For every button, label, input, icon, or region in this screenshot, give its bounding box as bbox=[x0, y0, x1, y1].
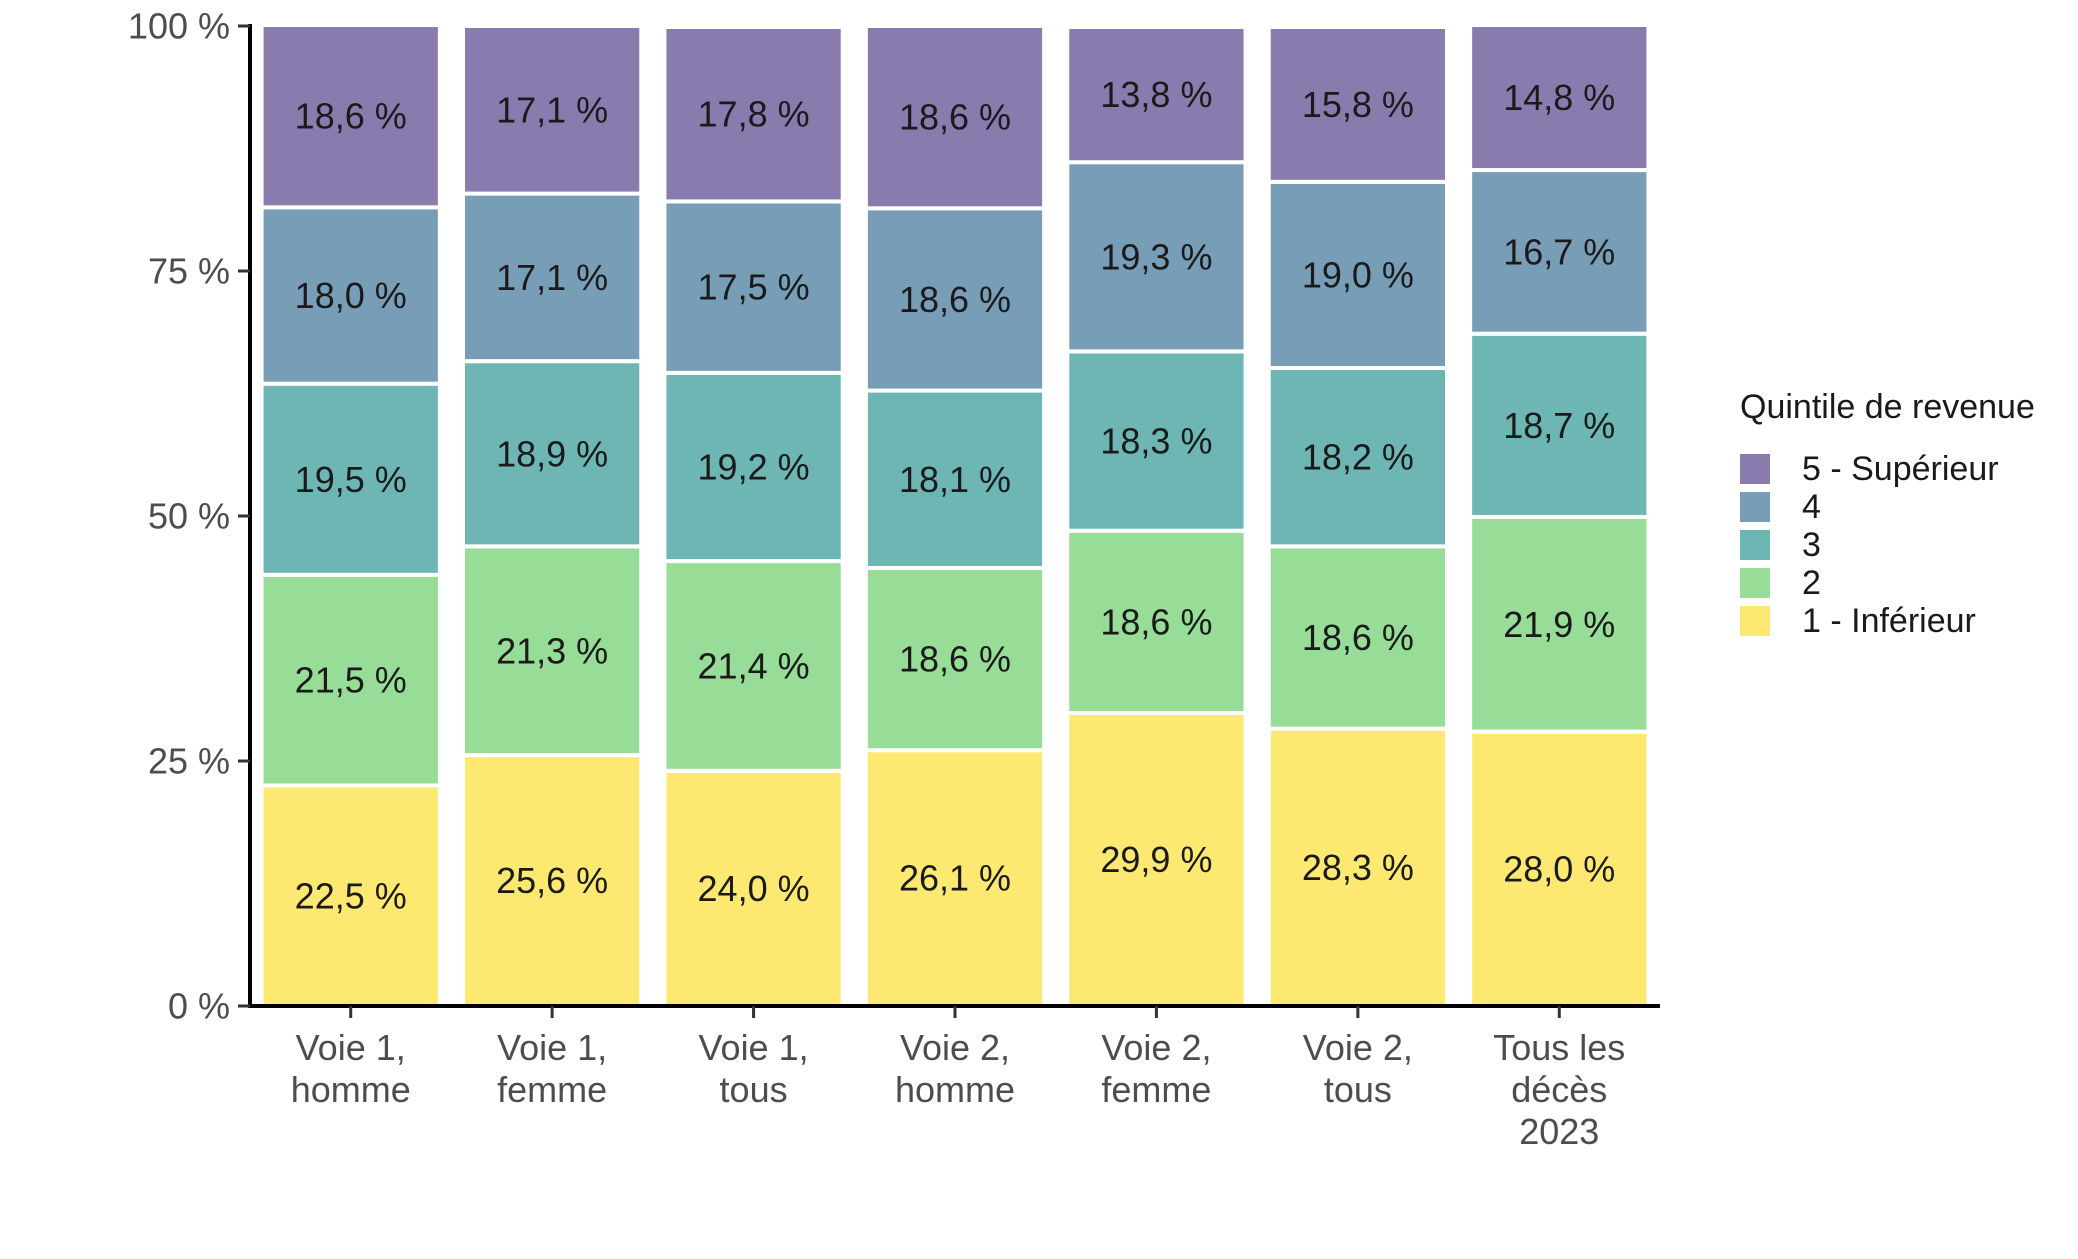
y-tick-label: 0 % bbox=[168, 986, 230, 1027]
x-tick-label: Voie 2, homme bbox=[895, 1027, 1015, 1110]
bar-value-label: 18,6 % bbox=[1100, 601, 1212, 642]
legend-label: 2 bbox=[1802, 564, 1821, 602]
bar-segment bbox=[1266, 366, 1449, 549]
bar-segment bbox=[863, 388, 1047, 570]
bar-segment bbox=[461, 191, 644, 364]
bar-value-label: 18,9 % bbox=[496, 433, 608, 474]
bar-value-label: 17,1 % bbox=[496, 89, 608, 130]
bar-value-label: 18,6 % bbox=[899, 279, 1011, 320]
x-tick-label: Tous les décès 2023 bbox=[1493, 1027, 1625, 1152]
bar-value-label: 18,6 % bbox=[295, 96, 407, 137]
bar-segment bbox=[863, 748, 1047, 1008]
legend-swatch bbox=[1740, 454, 1770, 484]
bar-segment bbox=[1065, 349, 1248, 533]
bar-segment bbox=[1266, 24, 1449, 184]
bar-value-label: 17,1 % bbox=[496, 257, 608, 298]
bar-value-label: 18,3 % bbox=[1100, 421, 1212, 462]
bar-value-label: 13,8 % bbox=[1100, 74, 1212, 115]
x-tick-label: Voie 1, tous bbox=[699, 1027, 809, 1110]
bar-segment bbox=[1468, 514, 1651, 734]
x-tick-label: Voie 1, femme bbox=[497, 1027, 607, 1110]
bar-value-label: 18,6 % bbox=[899, 97, 1011, 138]
bar-segment bbox=[259, 572, 442, 788]
bar-value-label: 21,9 % bbox=[1503, 604, 1615, 645]
bar-segment bbox=[662, 768, 845, 1008]
bar-segment bbox=[662, 370, 845, 564]
bar-value-label: 19,5 % bbox=[295, 459, 407, 500]
bar-segment bbox=[259, 23, 442, 210]
bar-value-label: 21,3 % bbox=[496, 630, 608, 671]
bar-segment bbox=[461, 359, 644, 549]
bar-value-label: 14,8 % bbox=[1503, 77, 1615, 118]
bar-segment bbox=[863, 206, 1047, 393]
bar-segment bbox=[461, 753, 644, 1008]
bar-value-label: 19,3 % bbox=[1100, 236, 1212, 277]
bar-value-label: 29,9 % bbox=[1100, 839, 1212, 880]
bar-segment bbox=[259, 205, 442, 386]
legend-label: 4 bbox=[1802, 488, 1821, 526]
x-tick-label: Voie 2, tous bbox=[1303, 1027, 1413, 1110]
bar-labels-layer: 22,5 % 21,5 % 19,5 % 18,0 % 18,6 % 25,6 % 21,3… bbox=[295, 74, 1616, 916]
bar-value-label: 18,7 % bbox=[1503, 405, 1615, 446]
y-tick-label: 75 % bbox=[148, 251, 230, 292]
legend-label: 5 - Supérieur bbox=[1802, 450, 1999, 488]
bar-value-label: 24,0 % bbox=[698, 868, 810, 909]
y-tick-label: 100 % bbox=[128, 6, 230, 47]
bar-value-label: 15,8 % bbox=[1302, 84, 1414, 125]
bar-segment bbox=[1065, 24, 1248, 165]
bar-segment bbox=[662, 24, 845, 204]
bar-value-label: 22,5 % bbox=[295, 875, 407, 916]
legend-swatch bbox=[1740, 530, 1770, 560]
bar-value-label: 17,5 % bbox=[698, 267, 810, 308]
legend-label: 3 bbox=[1802, 526, 1821, 564]
bar-segment bbox=[1468, 168, 1651, 336]
bar-value-label: 28,3 % bbox=[1302, 847, 1414, 888]
legend-swatch bbox=[1740, 492, 1770, 522]
legend-label: 1 - Inférieur bbox=[1802, 602, 1976, 640]
legend-swatch bbox=[1740, 606, 1770, 636]
bar-segment bbox=[1468, 23, 1651, 173]
axes-layer: 0 % 25 % 50 % 75 % 100 % Voie 1, homme Voie 1, f… bbox=[128, 6, 1660, 1152]
x-tick-label: Voie 1, homme bbox=[291, 1027, 411, 1110]
bar-segment bbox=[461, 24, 644, 196]
bar-value-label: 17,8 % bbox=[698, 94, 810, 135]
bar-segment bbox=[461, 544, 644, 758]
y-tick-label: 25 % bbox=[148, 741, 230, 782]
legend-title: Quintile de revenue bbox=[1740, 388, 2035, 426]
bar-value-label: 25,6 % bbox=[496, 860, 608, 901]
bar-value-label: 21,4 % bbox=[698, 645, 810, 686]
bar-segment bbox=[259, 783, 442, 1008]
bar-value-label: 26,1 % bbox=[899, 858, 1011, 899]
bar-value-label: 18,0 % bbox=[295, 275, 407, 316]
bar-value-label: 18,2 % bbox=[1302, 437, 1414, 478]
bar-segment bbox=[863, 565, 1047, 753]
bar-segment bbox=[1266, 544, 1449, 731]
bar-value-label: 18,1 % bbox=[899, 459, 1011, 500]
legend-swatch bbox=[1740, 568, 1770, 598]
bar-value-label: 28,0 % bbox=[1503, 848, 1615, 889]
bar-segment bbox=[1065, 710, 1248, 1008]
x-tick-label: Voie 2, femme bbox=[1101, 1027, 1211, 1110]
bar-value-label: 21,5 % bbox=[295, 660, 407, 701]
bar-value-label: 19,0 % bbox=[1302, 254, 1414, 295]
bar-segment bbox=[1065, 160, 1248, 354]
bar-value-label: 18,6 % bbox=[899, 639, 1011, 680]
bar-segment bbox=[1266, 179, 1449, 371]
bar-value-label: 19,2 % bbox=[698, 447, 810, 488]
bar-segment bbox=[863, 24, 1047, 211]
bar-value-label: 18,6 % bbox=[1302, 617, 1414, 658]
bars-layer bbox=[259, 23, 1651, 1008]
y-tick-label: 50 % bbox=[148, 496, 230, 537]
bar-segment bbox=[662, 559, 845, 773]
bar-segment bbox=[1266, 726, 1449, 1008]
bar-value-label: 16,7 % bbox=[1503, 231, 1615, 272]
